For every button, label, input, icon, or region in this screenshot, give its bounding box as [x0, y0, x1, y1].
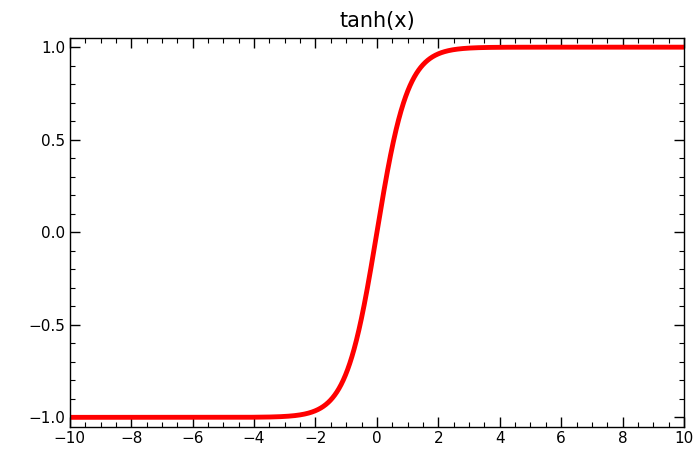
- Title: tanh(x): tanh(x): [339, 11, 415, 31]
